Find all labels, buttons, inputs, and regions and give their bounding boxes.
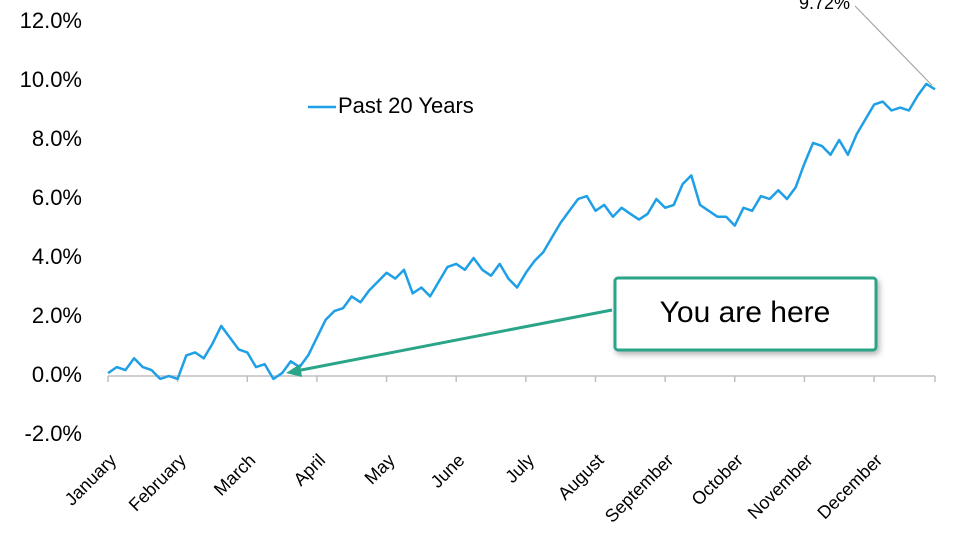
- legend-label: Past 20 Years: [338, 93, 474, 118]
- plot: -2.0% 0.0% 2.0% 4.0% 6.0% 8.0% 10.0% 12.0% Janua…: [20, 0, 936, 526]
- x-tick-label: October: [688, 450, 747, 509]
- x-tick-label: January: [61, 450, 120, 509]
- x-tick-label: November: [744, 450, 817, 523]
- x-tick-label: May: [361, 450, 399, 488]
- y-tick-label: 10.0%: [20, 67, 82, 92]
- y-tick-label: 2.0%: [32, 303, 82, 328]
- leader-line: [854, 5, 933, 86]
- annotation-box: [613, 276, 878, 352]
- arrow-head: [286, 364, 302, 377]
- annotation-arrow: [295, 308, 613, 373]
- x-tick-label: June: [427, 450, 469, 492]
- line: [107, 82, 936, 381]
- y-tick-label: 6.0%: [32, 185, 82, 210]
- y-tick-label: 8.0%: [32, 126, 82, 151]
- x-tick-label: July: [501, 450, 538, 487]
- data-label: 9.72%: [799, 0, 850, 13]
- y-tick-label: -2.0%: [25, 421, 82, 446]
- y-tick-label: 12.0%: [20, 8, 82, 33]
- x-tick-label: March: [210, 450, 260, 500]
- x-tick-label: September: [601, 450, 677, 526]
- x-tick-label: April: [290, 450, 330, 490]
- annotation-text: You are here: [660, 296, 831, 329]
- x-tick-label: February: [125, 450, 190, 515]
- x-tick-label: December: [813, 450, 886, 523]
- x-tick-label: August: [554, 450, 608, 504]
- y-tick-label: 0.0%: [32, 362, 82, 387]
- y-tick-label: 4.0%: [32, 244, 82, 269]
